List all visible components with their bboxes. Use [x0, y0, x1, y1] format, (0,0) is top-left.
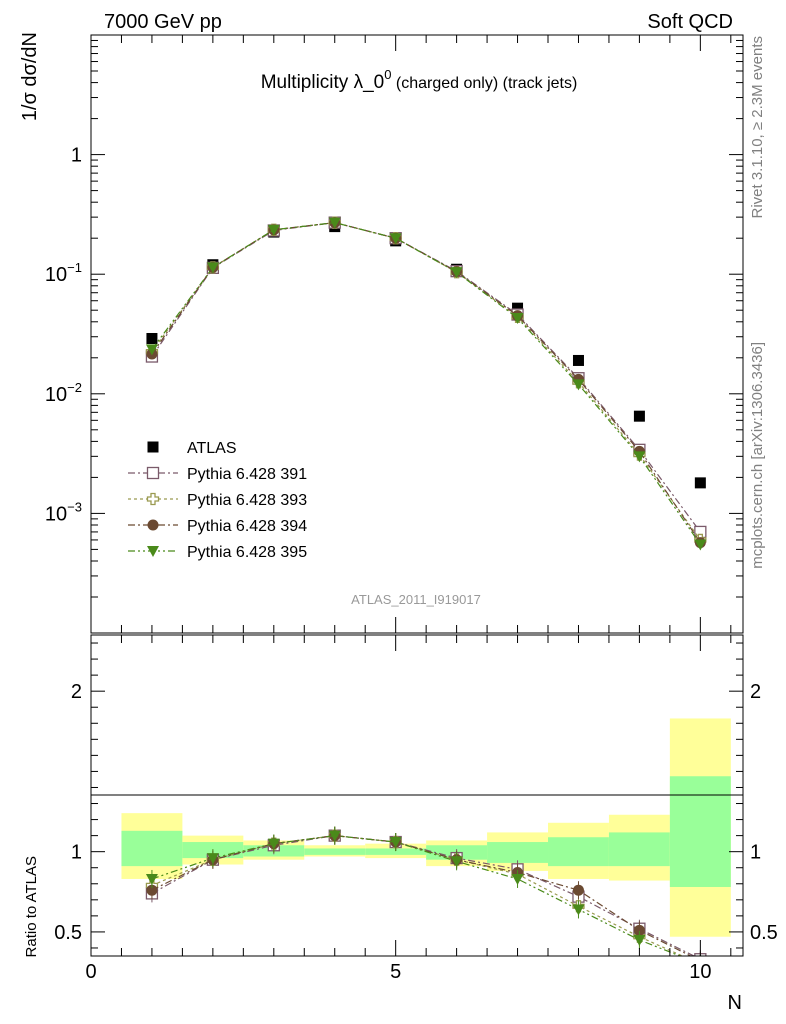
point-4-9	[694, 539, 707, 551]
x-tick-label-1: 5	[390, 961, 401, 983]
ratio-plot-axes: 0.5 0.5 1 1 2 2 0 5 10	[54, 635, 778, 983]
ratio-line-3	[151, 835, 682, 956]
ratio-point-3-4	[389, 837, 402, 849]
ratio-plot-xlabel: N	[728, 992, 742, 1014]
legend-marker-1	[146, 466, 160, 480]
y-tick-label-0: 10−3	[45, 499, 82, 525]
ratio-uncertainty-bands	[121, 718, 731, 937]
title-main: Multiplicity λ_0	[261, 72, 385, 93]
point-0-6	[512, 302, 524, 314]
ratio-y-tick-label-1: 1	[71, 842, 82, 864]
main-plot-title: Multiplicity λ_00 (charged only) (track …	[261, 67, 578, 93]
band-green-3	[304, 848, 366, 855]
band-green-0	[121, 830, 183, 867]
legend-marker-3	[147, 519, 159, 531]
point-4-8	[633, 451, 646, 463]
point-0-0	[146, 332, 158, 344]
side-rivet: Rivet 3.1.10, ≥ 2.3M events	[749, 36, 766, 219]
main-plot-frame	[90, 34, 744, 634]
ratio-point-3-0	[145, 873, 158, 885]
band-green-4	[365, 848, 427, 855]
ratio-y-tick-label-2: 2	[71, 681, 82, 703]
main-plot-ylabel: 1/σ dσ/dN	[19, 32, 41, 121]
ratio-point-3-8	[633, 934, 646, 946]
legend-label-3: Pythia 6.428 394	[187, 518, 307, 535]
ratio-y-tick-label-right-1: 1	[750, 842, 761, 864]
ratio-plot-ylabel: Ratio to ATLAS	[23, 856, 40, 957]
ratio-point-3-3	[328, 830, 341, 842]
header-right: Soft QCD	[647, 11, 733, 33]
point-0-9	[694, 477, 706, 489]
side-mcplots: mcplots.cern.ch [arXiv:1306.3436]	[749, 342, 766, 569]
ratio-y-tick-label-0: 0.5	[54, 922, 82, 944]
band-green-6	[487, 842, 549, 863]
point-4-3	[328, 217, 341, 229]
y-tick-label-1: 10−2	[45, 380, 82, 406]
ratio-point-3-1	[206, 853, 219, 865]
ratio-point-3-7	[572, 904, 585, 916]
band-green-8	[608, 832, 670, 867]
ratio-plot-marks	[145, 826, 707, 956]
ratio-plot-frame	[90, 634, 744, 957]
y-tick-label-3: 1	[71, 145, 82, 167]
ratio-y-tick-label-right-2: 2	[750, 681, 761, 703]
point-4-4	[389, 233, 402, 245]
main-plot-marks	[145, 216, 707, 551]
legend-label-4: Pythia 6.428 395	[187, 544, 307, 561]
y-tick-label-2: 10−1	[45, 260, 82, 286]
point-0-8	[633, 410, 645, 422]
ratio-point-2-0	[146, 884, 158, 896]
series-line-3	[151, 221, 701, 543]
header-left: 7000 GeV pp	[104, 11, 222, 33]
ratio-point-3-5	[450, 856, 463, 868]
series-line-1	[151, 221, 701, 533]
legend-marker-4	[147, 546, 159, 557]
point-4-6	[511, 313, 524, 325]
legend-marker-2	[146, 492, 160, 506]
ratio-point-2-7	[572, 884, 584, 896]
legend-label-1: Pythia 6.428 391	[187, 466, 307, 483]
point-4-7	[572, 379, 585, 391]
ratio-line-2	[151, 835, 693, 956]
x-tick-label-0: 0	[85, 961, 96, 983]
ratio-point-3-2	[267, 838, 280, 850]
watermark: ATLAS_2011_I919017	[351, 592, 481, 607]
title-sup: 0	[384, 67, 391, 82]
legend-label-2: Pythia 6.428 393	[187, 492, 307, 509]
ratio-point-3-6	[511, 873, 524, 885]
legend-label-0: ATLAS	[187, 440, 237, 457]
ratio-line-0	[151, 835, 696, 956]
legend-marker-0	[147, 441, 159, 453]
point-4-1	[206, 262, 219, 274]
point-4-5	[450, 267, 463, 279]
ratio-point-2-8	[633, 924, 645, 936]
ratio-y-tick-label-right-0: 0.5	[750, 922, 778, 944]
band-green-9	[669, 776, 731, 887]
ratio-plot-panel: 0.5 0.5 1 1 2 2 0 5 10 Ratio to ATLAS N	[23, 634, 778, 1014]
point-4-0	[145, 344, 158, 356]
band-green-7	[548, 837, 609, 867]
series-line-4	[151, 221, 701, 545]
point-4-2	[267, 224, 280, 236]
title-tail: (charged only) (track jets)	[391, 75, 577, 92]
main-plot-panel: 10−3 10−2 10−1 1 Multiplicity λ_00 (charged…	[19, 32, 744, 634]
point-0-7	[572, 354, 584, 366]
x-tick-label-2: 10	[689, 961, 711, 983]
main-plot-axes: 10−3 10−2 10−1 1	[45, 34, 743, 634]
legend: ATLAS Pythia 6.428 391 Pythia 6.428 393 Pyt…	[128, 440, 307, 561]
